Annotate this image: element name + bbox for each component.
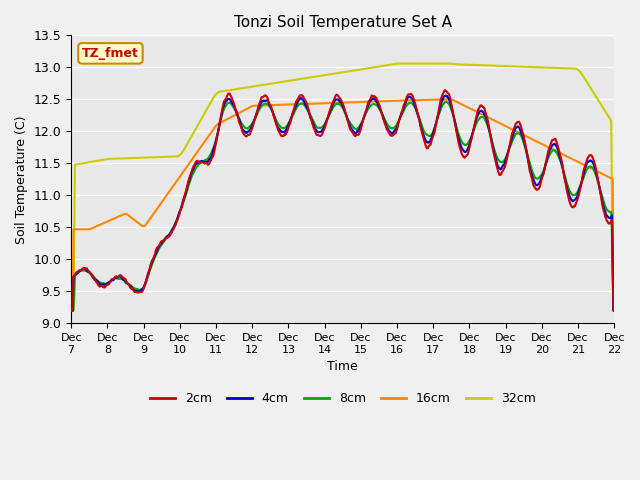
X-axis label: Time: Time [327, 360, 358, 373]
Text: TZ_fmet: TZ_fmet [82, 47, 139, 60]
Y-axis label: Soil Temperature (C): Soil Temperature (C) [15, 115, 28, 244]
Legend: 2cm, 4cm, 8cm, 16cm, 32cm: 2cm, 4cm, 8cm, 16cm, 32cm [145, 387, 541, 410]
Title: Tonzi Soil Temperature Set A: Tonzi Soil Temperature Set A [234, 15, 452, 30]
